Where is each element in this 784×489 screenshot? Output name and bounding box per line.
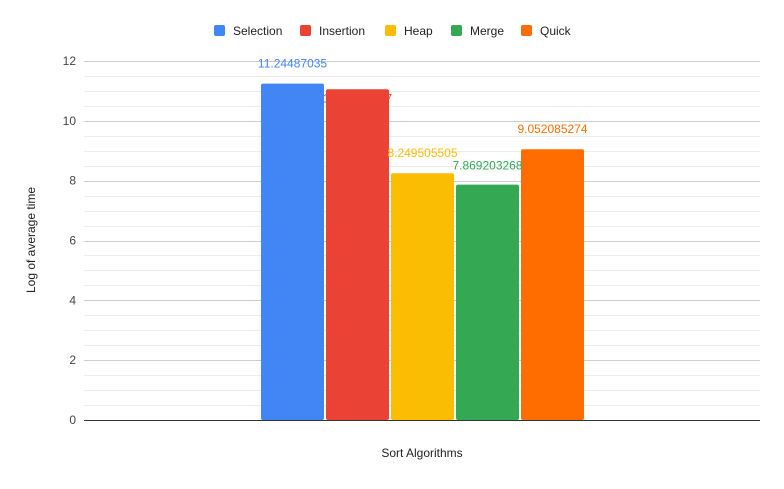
legend-label-heap: Heap (404, 24, 433, 38)
legend-item-selection: Selection (214, 24, 282, 38)
legend-swatch-merge (451, 25, 462, 36)
legend-item-quick: Quick (521, 24, 572, 38)
x-axis-title: Sort Algorithms (381, 446, 462, 460)
legend-swatch-selection (214, 25, 225, 36)
data-label-selection: 11.24487035 (258, 57, 328, 71)
y-tick-label: 2 (69, 353, 76, 367)
legend: Selection Insertion Heap Merge Quick (214, 24, 572, 38)
legend-item-heap: Heap (385, 24, 433, 38)
y-tick-label: 0 (69, 413, 76, 427)
legend-item-insertion: Insertion (300, 24, 365, 38)
data-label-quick: 9.052085274 (517, 122, 587, 136)
legend-label-quick: Quick (540, 24, 572, 38)
data-label-heap: 8.249505505 (387, 146, 457, 160)
legend-swatch-heap (385, 25, 396, 36)
y-tick-label: 12 (63, 54, 77, 68)
legend-label-insertion: Insertion (319, 24, 365, 38)
y-tick-label: 10 (63, 114, 77, 128)
data-label-merge: 7.869203268 (452, 159, 522, 173)
y-tick-label: 6 (69, 234, 76, 248)
y-tick-label: 4 (69, 293, 76, 307)
bar-insertion (326, 89, 389, 420)
data-label-insertion: 11.05459867 (323, 91, 393, 105)
y-tick-label: 8 (69, 174, 76, 188)
bar-selection (261, 84, 324, 420)
bar-quick (521, 149, 584, 420)
legend-label-merge: Merge (470, 24, 504, 38)
bar-merge (456, 185, 519, 420)
bar-heap (391, 173, 454, 420)
legend-swatch-quick (521, 25, 532, 36)
legend-item-merge: Merge (451, 24, 504, 38)
legend-label-selection: Selection (233, 24, 282, 38)
y-axis-title: Log of average time (24, 187, 38, 293)
legend-swatch-insertion (300, 25, 311, 36)
